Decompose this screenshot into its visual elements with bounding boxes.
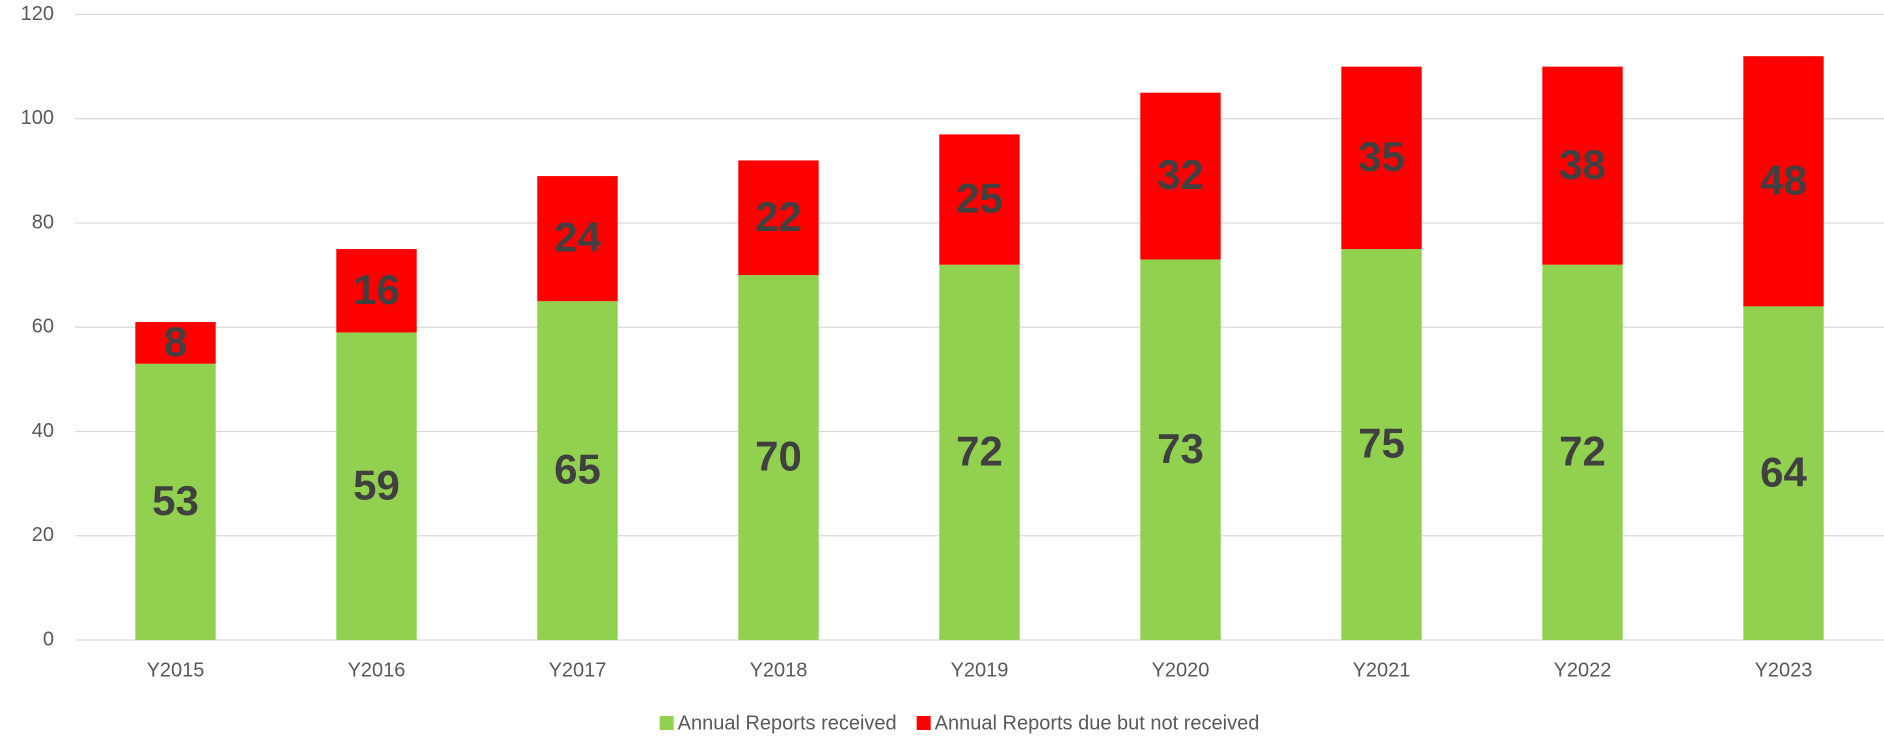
x-tick-label: Y2018 — [750, 659, 808, 681]
y-tick-label: 40 — [32, 420, 54, 442]
data-label: 16 — [353, 266, 400, 313]
data-label: 59 — [353, 461, 400, 508]
bar-segment — [1140, 259, 1221, 640]
x-tick-label: Y2023 — [1755, 659, 1813, 681]
data-label: 38 — [1559, 141, 1606, 188]
x-tick-label: Y2017 — [549, 659, 607, 681]
bar-segment — [939, 264, 1020, 640]
data-label: 48 — [1760, 156, 1807, 203]
legend-label: Annual Reports due but not received — [935, 712, 1260, 734]
bar-segment — [738, 275, 819, 640]
bar-segment — [135, 363, 216, 640]
y-tick-label: 100 — [21, 107, 54, 129]
data-label: 8 — [164, 318, 187, 365]
x-tick-label: Y2022 — [1554, 659, 1612, 681]
data-label: 64 — [1760, 448, 1807, 495]
x-tick-label: Y2015 — [147, 659, 205, 681]
data-label: 75 — [1358, 420, 1405, 467]
y-tick-label: 80 — [32, 211, 54, 233]
data-label: 35 — [1358, 133, 1405, 180]
bar-segment — [1341, 249, 1422, 640]
x-tick-label: Y2019 — [951, 659, 1009, 681]
data-label: 73 — [1157, 425, 1204, 472]
data-label: 22 — [755, 193, 802, 240]
data-label: 70 — [755, 433, 802, 480]
data-label: 53 — [152, 477, 199, 524]
y-tick-label: 20 — [32, 524, 54, 546]
bar-segment — [738, 160, 819, 276]
data-label: 72 — [956, 427, 1003, 474]
legend-label: Annual Reports received — [678, 712, 897, 734]
data-label: 72 — [1559, 427, 1606, 474]
bar-segment — [537, 176, 618, 302]
bar-segment — [1743, 306, 1824, 640]
y-tick-label: 0 — [43, 628, 54, 650]
bar-segment — [336, 249, 417, 333]
bar-segment — [1341, 66, 1422, 250]
bar-segment — [336, 332, 417, 640]
bar-segment — [1542, 264, 1623, 640]
data-label: 24 — [554, 214, 601, 261]
data-label: 32 — [1157, 151, 1204, 198]
legend-swatch — [659, 716, 674, 730]
x-tick-label: Y2016 — [348, 659, 406, 681]
bar-segment — [1542, 66, 1623, 265]
y-tick-label: 120 — [21, 3, 54, 25]
legend-swatch — [916, 716, 931, 730]
bar-segment — [939, 134, 1020, 265]
y-tick-label: 60 — [32, 316, 54, 338]
bar-segment — [1140, 92, 1221, 260]
bar-segment — [537, 301, 618, 640]
bar-segment — [135, 322, 216, 364]
data-label: 25 — [956, 175, 1003, 222]
x-tick-label: Y2021 — [1353, 659, 1411, 681]
data-label: 65 — [554, 446, 601, 493]
x-tick-label: Y2020 — [1152, 659, 1210, 681]
bar-segment — [1743, 56, 1824, 307]
